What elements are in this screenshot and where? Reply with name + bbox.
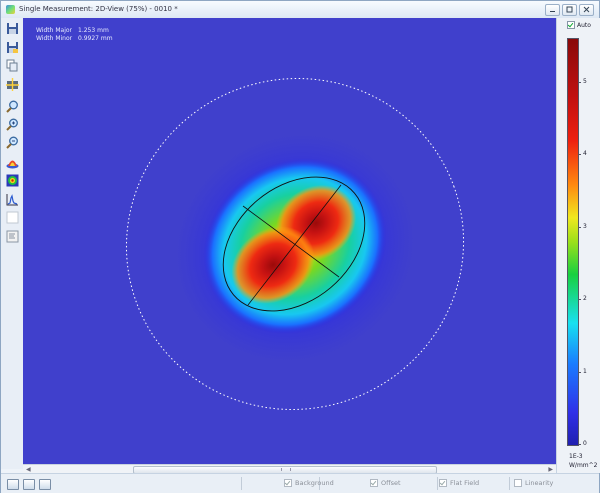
separator <box>509 477 510 490</box>
offset-check[interactable]: Offset <box>370 479 401 487</box>
zoom-out-icon[interactable] <box>6 136 19 149</box>
background-label: Background <box>295 479 334 487</box>
color-bar-tick-label: 0 <box>583 440 587 447</box>
separator <box>319 477 320 490</box>
width-minor-value: 0.9927 <box>78 35 99 42</box>
color-bar-tick-label: 1 <box>583 367 587 375</box>
width-major-value: 1.253 <box>78 27 96 34</box>
width-major-unit: mm <box>97 27 109 34</box>
refresh-icon[interactable] <box>39 479 51 490</box>
width-minor-unit: mm <box>100 35 113 42</box>
background-check[interactable]: Background <box>284 479 334 487</box>
flat-field-label: Flat Field <box>450 479 480 487</box>
minimize-button[interactable] <box>545 4 560 16</box>
linearity-check[interactable]: Linearity <box>514 479 553 487</box>
color-bar-tick <box>578 226 581 228</box>
zoom-in-icon[interactable] <box>6 118 19 131</box>
minimize-icon <box>550 11 555 12</box>
move-crosshair-icon[interactable] <box>6 78 19 91</box>
color-bar-tick <box>578 371 581 373</box>
flat-field-check[interactable]: Flat Field <box>439 479 479 487</box>
separator <box>437 477 438 490</box>
color-bar <box>567 38 579 446</box>
minor-axis-line <box>242 205 340 278</box>
monitor-icon[interactable] <box>7 479 19 490</box>
left-toolbar <box>1 18 24 469</box>
color-bar-tick-label: 3 <box>583 222 587 230</box>
scroll-left-icon[interactable]: ◀ <box>26 466 31 473</box>
grip-icon <box>281 468 291 471</box>
beam-intensity-map <box>125 78 465 410</box>
offset-label: Offset <box>381 479 401 487</box>
color-bar-tick <box>578 81 581 83</box>
width-major-label: Width Major <box>36 27 72 34</box>
restore-icon <box>566 6 573 13</box>
color-bar-tick <box>578 154 581 155</box>
scale-exponent: 1E-3 <box>569 453 583 460</box>
app-icon <box>6 5 15 14</box>
width-readout: Width Major 1.253 mm Width Minor 0.9927 mm <box>36 27 113 43</box>
linearity-checkbox[interactable] <box>514 479 522 487</box>
window-icon[interactable] <box>23 479 35 490</box>
close-icon <box>583 6 590 13</box>
save-icon[interactable] <box>6 22 19 35</box>
flat-field-checkbox[interactable] <box>439 479 447 487</box>
linearity-label: Linearity <box>525 479 554 487</box>
offset-checkbox[interactable] <box>370 479 378 487</box>
aperture-ellipse <box>125 78 465 410</box>
status-bar: Background Offset Flat Field Linearity <box>1 473 599 493</box>
color-bar-tick-label: 4 <box>583 150 587 157</box>
auto-checkbox[interactable] <box>567 21 575 29</box>
scale-unit: W/mm^2 <box>569 462 598 469</box>
notes-icon[interactable] <box>6 230 19 243</box>
restore-button[interactable] <box>562 4 577 16</box>
color-bar-tick-label: 2 <box>583 295 587 302</box>
color-bar-tick <box>578 299 581 300</box>
major-axis-line <box>247 184 342 306</box>
beam-fit-ellipse <box>222 176 366 312</box>
beam-2d-view[interactable]: Width Major 1.253 mm Width Minor 0.9927 mm <box>23 18 556 464</box>
blank-icon[interactable] <box>6 211 19 224</box>
auto-scale-toggle[interactable]: Auto <box>567 21 591 29</box>
copy-icon[interactable] <box>6 59 19 72</box>
auto-label: Auto <box>577 21 591 29</box>
scroll-right-icon[interactable]: ▶ <box>548 466 553 473</box>
color-bar-tick-label: 5 <box>583 77 587 85</box>
color-bar-tick <box>578 444 581 445</box>
background-checkbox[interactable] <box>284 479 292 487</box>
color-scale-panel: Auto 5 4 3 2 1 0 1E-3 W/mm^2 <box>556 18 600 473</box>
3d-view-icon[interactable] <box>6 156 19 169</box>
zoom-fit-icon[interactable] <box>6 100 19 113</box>
profile-icon[interactable] <box>6 193 19 206</box>
window-title: Single Measurement: 2D-View (75%) - 0010… <box>19 5 178 13</box>
2d-view-icon[interactable] <box>6 174 19 187</box>
width-minor-label: Width Minor <box>36 35 73 42</box>
close-button[interactable] <box>579 4 594 16</box>
title-bar[interactable]: Single Measurement: 2D-View (75%) - 0010… <box>1 1 599 19</box>
save-as-icon[interactable] <box>6 41 19 54</box>
separator <box>241 477 242 490</box>
